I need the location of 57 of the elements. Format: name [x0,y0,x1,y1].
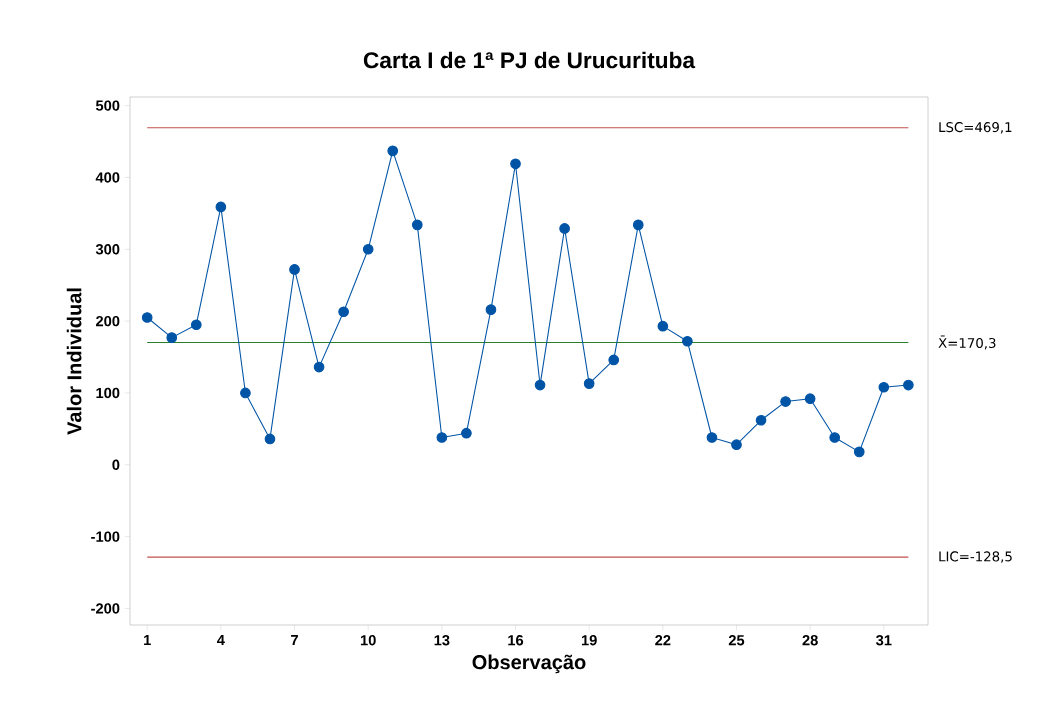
ref-line-label: LSC=469,1 [939,122,1012,134]
point [853,446,865,458]
point [829,432,841,443]
x-tick-label: 1 [144,635,151,646]
point [510,158,521,170]
point [608,354,620,366]
x-tick-label: 19 [581,635,597,646]
y-tick-label: 0 [112,459,120,470]
ref-line-label: X̄=170,3 [938,335,996,350]
y-tick-label: 500 [95,100,120,111]
point [903,379,914,391]
ref-line-label: LIC=-128,5 [939,551,1012,563]
point [632,219,644,231]
x-tick-label: 13 [434,635,450,646]
x-tick-label: 16 [508,635,524,646]
x-tick-label: 10 [360,635,376,646]
point [534,379,546,391]
point [731,439,742,451]
x-tick-label: 31 [875,635,892,646]
point [583,378,595,389]
x-tick-label: 7 [291,635,298,646]
y-tick-label: 200 [95,315,120,327]
point [461,427,472,439]
point [436,432,448,443]
x-axis-title: Observação [472,654,586,674]
point [289,264,300,275]
x-tick-label: 25 [728,635,745,646]
point [657,320,669,332]
point [780,396,791,407]
point [878,381,890,393]
point [559,223,570,234]
point [166,332,178,343]
point [190,319,202,331]
point [804,393,816,405]
point [387,145,399,157]
chart-title: Carta I de 1ª PJ de Urucurituba [363,51,696,69]
y-tick-label: 100 [96,387,120,399]
y-tick-label: -100 [91,531,120,542]
point [215,201,227,213]
y-tick-label: 300 [95,244,120,255]
x-tick-label: 28 [802,635,818,646]
point [411,219,423,231]
x-tick-label: 22 [655,635,671,646]
y-axis-title: Valor Individual [66,288,82,435]
point [338,306,349,318]
point [141,312,153,323]
point [755,414,767,426]
point [362,243,374,255]
y-tick-label: -200 [91,603,120,614]
point [313,361,325,373]
point [264,433,276,445]
x-tick-label: 4 [217,635,225,646]
point [682,335,693,347]
y-tick-label: 400 [95,172,120,183]
point [706,432,718,443]
point [485,304,497,315]
point [240,387,251,399]
